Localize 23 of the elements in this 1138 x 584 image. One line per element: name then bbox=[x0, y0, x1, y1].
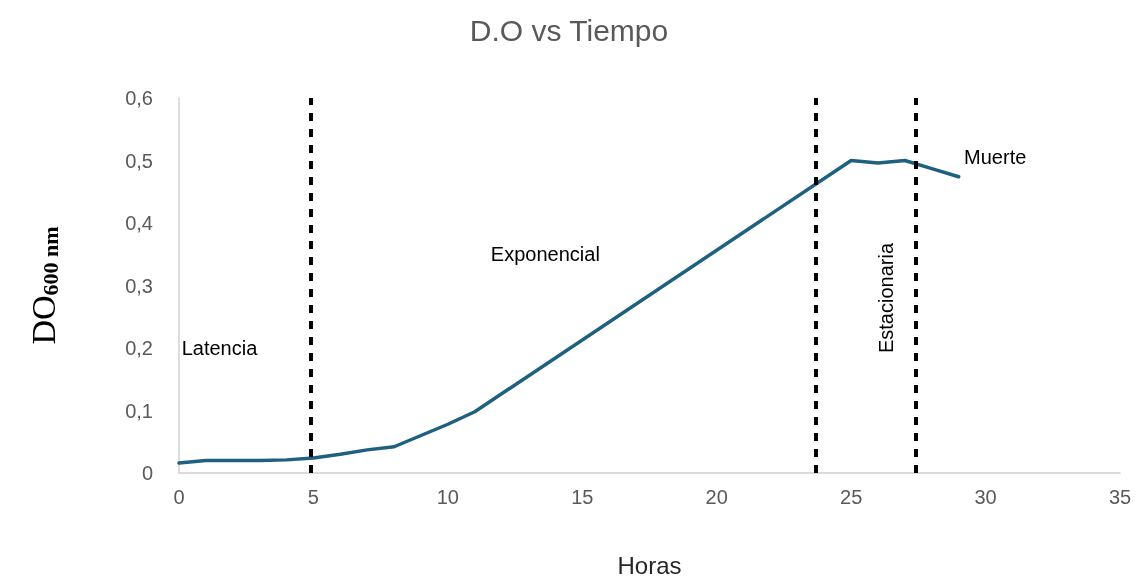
annotation: Muerte bbox=[964, 146, 1027, 169]
annotation: Estacionaria bbox=[875, 242, 898, 354]
x-tick-label: 30 bbox=[974, 486, 997, 508]
x-tick-label: 5 bbox=[307, 486, 319, 508]
annotation: Latencia bbox=[181, 337, 259, 359]
y-axis-title: DO600 nm bbox=[24, 226, 63, 345]
annotation: Exponencial bbox=[490, 243, 600, 266]
y-tick-label: 0,5 bbox=[125, 149, 153, 172]
y-tick-label: 0 bbox=[141, 462, 153, 484]
chart-title: D.O vs Tiempo bbox=[469, 13, 669, 47]
y-tick-label: 0,1 bbox=[125, 399, 153, 422]
x-tick-label: 20 bbox=[705, 486, 728, 508]
x-tick-label: 10 bbox=[436, 486, 459, 508]
y-tick-label: 0,3 bbox=[125, 274, 153, 297]
y-tick-label: 0,2 bbox=[125, 337, 153, 359]
line-series bbox=[177, 158, 961, 465]
x-tick-label: 0 bbox=[173, 486, 185, 508]
y-tick-label: 0,4 bbox=[125, 212, 153, 234]
x-tick-label: 35 bbox=[1108, 486, 1132, 508]
x-axis-title: Horas bbox=[617, 551, 682, 579]
y-tick-label: 0,6 bbox=[125, 87, 153, 109]
x-tick-label: 25 bbox=[840, 486, 863, 508]
x-tick-label: 15 bbox=[571, 486, 594, 508]
